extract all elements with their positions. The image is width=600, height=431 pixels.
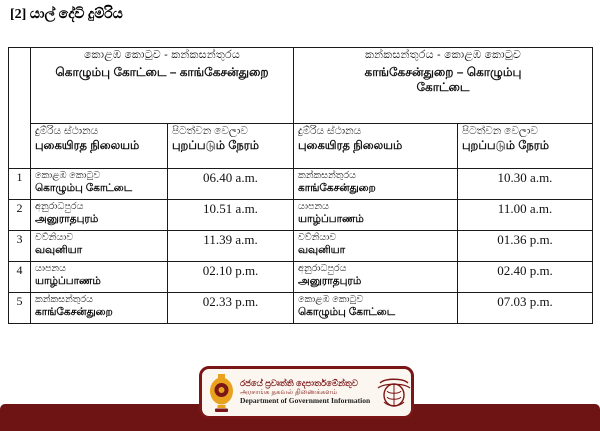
row-number-header-cell bbox=[8, 47, 31, 169]
station-cell: අනුරාධපුරය அனுராதபுரம் bbox=[30, 199, 168, 231]
station-tamil: அனுராதபுரம் bbox=[35, 212, 99, 225]
station-sinhala: අනුරාධපුරය bbox=[35, 201, 84, 212]
table-row: 3 වව්නියාව வவுனியா 11.39 a.m. වව්නියාව வ… bbox=[8, 230, 593, 262]
time-cell: 02.10 p.m. bbox=[167, 261, 294, 293]
station-sinhala: කොළඹ කොටුව bbox=[298, 294, 364, 305]
station-tamil: அனுராதபுரம் bbox=[298, 274, 362, 287]
time-cell: 11.00 a.m. bbox=[457, 199, 593, 231]
station-cell: යාපනය யாழ்ப்பாணம் bbox=[30, 261, 168, 293]
station-sinhala: කොළඹ කොටුව bbox=[35, 170, 101, 181]
row-number: 3 bbox=[8, 230, 31, 262]
subheader-time-left-sinhala: පිටත්වන වෙලාව bbox=[172, 125, 248, 137]
subheader-time-right-sinhala: පිටත්වන වෙලාව bbox=[462, 125, 538, 137]
direction-header-return: කන්කසන්තුරය - කොළඹ කොටුව காங்கேசன்துறை –… bbox=[293, 47, 593, 124]
time-cell: 02.33 p.m. bbox=[167, 292, 294, 324]
station-cell: කන්කසන්තුරය காங்கேசன்துறை bbox=[293, 168, 458, 200]
time-cell: 07.03 p.m. bbox=[457, 292, 593, 324]
time-cell: 06.40 a.m. bbox=[167, 168, 294, 200]
station-cell: වව්නියාව வவுனியா bbox=[293, 230, 458, 262]
timetable: කොළඹ කොටුව - කන්කසන්තුරය கொழும்பு கோட்டை… bbox=[8, 47, 593, 324]
department-title-block: රජයේ ප්‍රවෘත්ති දෙපාර්තමේන්තුව அரசாங்க த… bbox=[240, 379, 370, 405]
station-tamil: கொழும்பு கோட்டை bbox=[35, 181, 133, 194]
station-sinhala: වව්නියාව bbox=[298, 232, 337, 243]
station-cell: අනුරාධපුරය அனுராதபுரம் bbox=[293, 261, 458, 293]
time-cell: 10.51 a.m. bbox=[167, 199, 294, 231]
subheader-station-left-tamil: புகையிரத நிலையம் bbox=[35, 140, 140, 152]
station-tamil: காங்கேசன்துறை bbox=[298, 181, 376, 194]
row-number: 1 bbox=[8, 168, 31, 200]
coat-of-arms-icon bbox=[377, 378, 411, 407]
table-row: 1 කොළඹ කොටුව கொழும்பு கோட்டை 06.40 a.m. … bbox=[8, 168, 593, 200]
department-name-tamil: அரசாங்க தகவல் திணைக்களம் bbox=[240, 389, 338, 397]
time-cell: 11.39 a.m. bbox=[167, 230, 294, 262]
direction-header-outbound: කොළඹ කොටුව - කන්කසන්තුරය கொழும்பு கோட்டை… bbox=[30, 47, 294, 124]
station-cell: කන්කසන්තුරය காங்கேசன்துறை bbox=[30, 292, 168, 324]
station-sinhala: යාපනය bbox=[298, 201, 329, 212]
direction-return-sinhala: කන්කසන්තුරය - කොළඹ කොටුව bbox=[365, 49, 521, 61]
direction-outbound-tamil: கொழும்பு கோட்டை – காங்கேசன்துறை bbox=[55, 65, 269, 79]
subheader-station-left: දුම්රිය ස්ථානය புகையிரத நிலையம் bbox=[30, 123, 168, 169]
station-cell: කොළඹ කොටුව கொழும்பு கோட்டை bbox=[293, 292, 458, 324]
station-tamil: வவுனியா bbox=[298, 243, 346, 256]
subheader-station-right: දුම්රිය ස්ථානය புகையிரத நிலையம் bbox=[293, 123, 458, 169]
direction-outbound-sinhala: කොළඹ කොටුව - කන්කසන්තුරය bbox=[84, 49, 240, 61]
table-row: 5 කන්කසන්තුරය காங்கேசன்துறை 02.33 p.m. ක… bbox=[8, 292, 593, 324]
station-sinhala: අනුරාධපුරය bbox=[298, 263, 347, 274]
department-name-english: Department of Government Information bbox=[240, 396, 371, 406]
table-row: 4 යාපනය யாழ்ப்பாணம் 02.10 p.m. අනුරාධපුර… bbox=[8, 261, 593, 293]
row-number: 2 bbox=[8, 199, 31, 231]
subheader-station-left-sinhala: දුම්රිය ස්ථානය bbox=[35, 125, 99, 137]
subheader-time-left-tamil: புறப்படும் நேரம் bbox=[172, 140, 259, 152]
row-number: 5 bbox=[8, 292, 31, 324]
station-tamil: யாழ்ப்பாணம் bbox=[35, 274, 101, 287]
row-number: 4 bbox=[8, 261, 31, 293]
subheader-time-right-tamil: புறப்படும் நேரம் bbox=[462, 140, 549, 152]
station-sinhala: කන්කසන්තුරය bbox=[35, 294, 93, 305]
station-tamil: யாழ்ப்பாணம் bbox=[298, 212, 364, 225]
department-name-sinhala: රජයේ ප්‍රවෘත්ති දෙපාර්තමේන්තුව bbox=[240, 378, 358, 389]
station-sinhala: වව්නියාව bbox=[35, 232, 74, 243]
station-sinhala: කන්කසන්තුරය bbox=[298, 170, 356, 181]
direction-return-tamil: காங்கேசன்துறை – கொழும்பு கோட்டை bbox=[364, 65, 522, 94]
page-title: [2] යාල් දේවි දුම්රිය bbox=[10, 7, 123, 22]
station-tamil: காங்கேசன்துறை bbox=[35, 305, 113, 318]
time-cell: 02.40 p.m. bbox=[457, 261, 593, 293]
station-cell: කොළඹ කොටුව கொழும்பு கோட்டை bbox=[30, 168, 168, 200]
sri-lanka-emblem-icon bbox=[210, 373, 233, 412]
station-sinhala: යාපනය bbox=[35, 263, 66, 274]
subheader-station-right-sinhala: දුම්රිය ස්ථානය bbox=[298, 125, 362, 137]
subheader-station-right-tamil: புகையிரத நிலையம் bbox=[298, 140, 403, 152]
government-footer-banner: රජයේ ප්‍රවෘත්ති දෙපාර්තමේන්තුව அரசாங்க த… bbox=[199, 366, 414, 419]
table-row: 2 අනුරාධපුරය அனுராதபுரம் 10.51 a.m. යාපන… bbox=[8, 199, 593, 231]
station-cell: වව්නියාව வவுனியா bbox=[30, 230, 168, 262]
time-cell: 01.36 p.m. bbox=[457, 230, 593, 262]
subheader-time-right: පිටත්වන වෙලාව புறப்படும் நேரம் bbox=[457, 123, 593, 169]
station-cell: යාපනය யாழ்ப்பாணம் bbox=[293, 199, 458, 231]
station-tamil: வவுனியா bbox=[35, 243, 83, 256]
time-cell: 10.30 a.m. bbox=[457, 168, 593, 200]
subheader-time-left: පිටත්වන වෙලාව புறப்படும் நேரம் bbox=[167, 123, 294, 169]
station-tamil: கொழும்பு கோட்டை bbox=[298, 305, 396, 318]
